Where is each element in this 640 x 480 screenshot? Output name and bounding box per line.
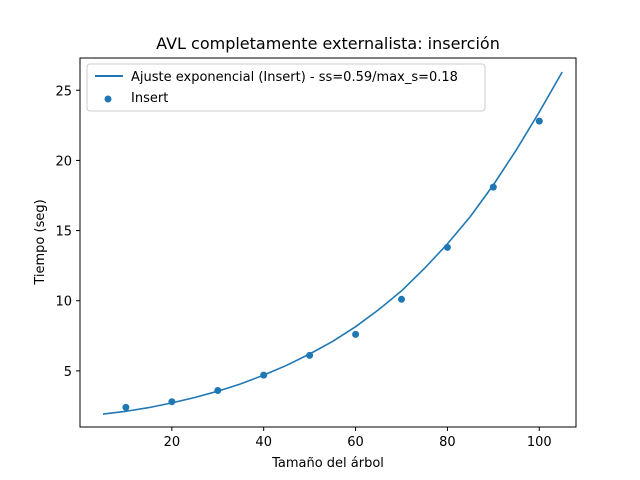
- x-tick-label: 60: [347, 435, 364, 450]
- fit-line: [102, 71, 563, 415]
- data-point: [352, 330, 360, 338]
- data-point: [535, 117, 543, 125]
- x-axis: 20 40 60 80 100: [164, 427, 552, 450]
- plot-area: [79, 57, 577, 428]
- x-tick-label: 40: [255, 435, 272, 450]
- y-tick-label: 15: [55, 225, 72, 240]
- data-point: [260, 371, 268, 379]
- data-point: [398, 295, 405, 303]
- data-point: [122, 403, 130, 411]
- series-layer: [102, 71, 563, 415]
- legend: Ajuste exponencial (Insert) - ss=0.59/ma…: [86, 63, 486, 112]
- data-point: [443, 243, 451, 251]
- data-point: [489, 183, 497, 191]
- y-tick-label: 5: [64, 365, 72, 380]
- data-point: [214, 387, 222, 394]
- legend-point-swatch: [104, 95, 112, 103]
- x-axis-label: Tamaño del árbol: [271, 456, 384, 471]
- y-tick-label: 25: [55, 84, 72, 99]
- y-tick-label: 10: [55, 295, 72, 310]
- y-axis-label: Tiempo (seg): [33, 199, 48, 285]
- y-tick-label: 20: [55, 154, 72, 169]
- legend-label-insert: Insert: [131, 91, 168, 106]
- data-point: [168, 398, 176, 406]
- x-tick-label: 20: [164, 435, 181, 450]
- legend-frame: [86, 63, 486, 112]
- x-tick-label: 100: [527, 435, 552, 450]
- x-tick-label: 80: [439, 435, 456, 450]
- chart-title: AVL completamente externalista: inserció…: [156, 34, 500, 53]
- data-point: [306, 351, 314, 359]
- y-axis: 5 10 15 20 25: [55, 84, 80, 380]
- legend-label-fit: Ajuste exponencial (Insert) - ss=0.59/ma…: [131, 70, 458, 85]
